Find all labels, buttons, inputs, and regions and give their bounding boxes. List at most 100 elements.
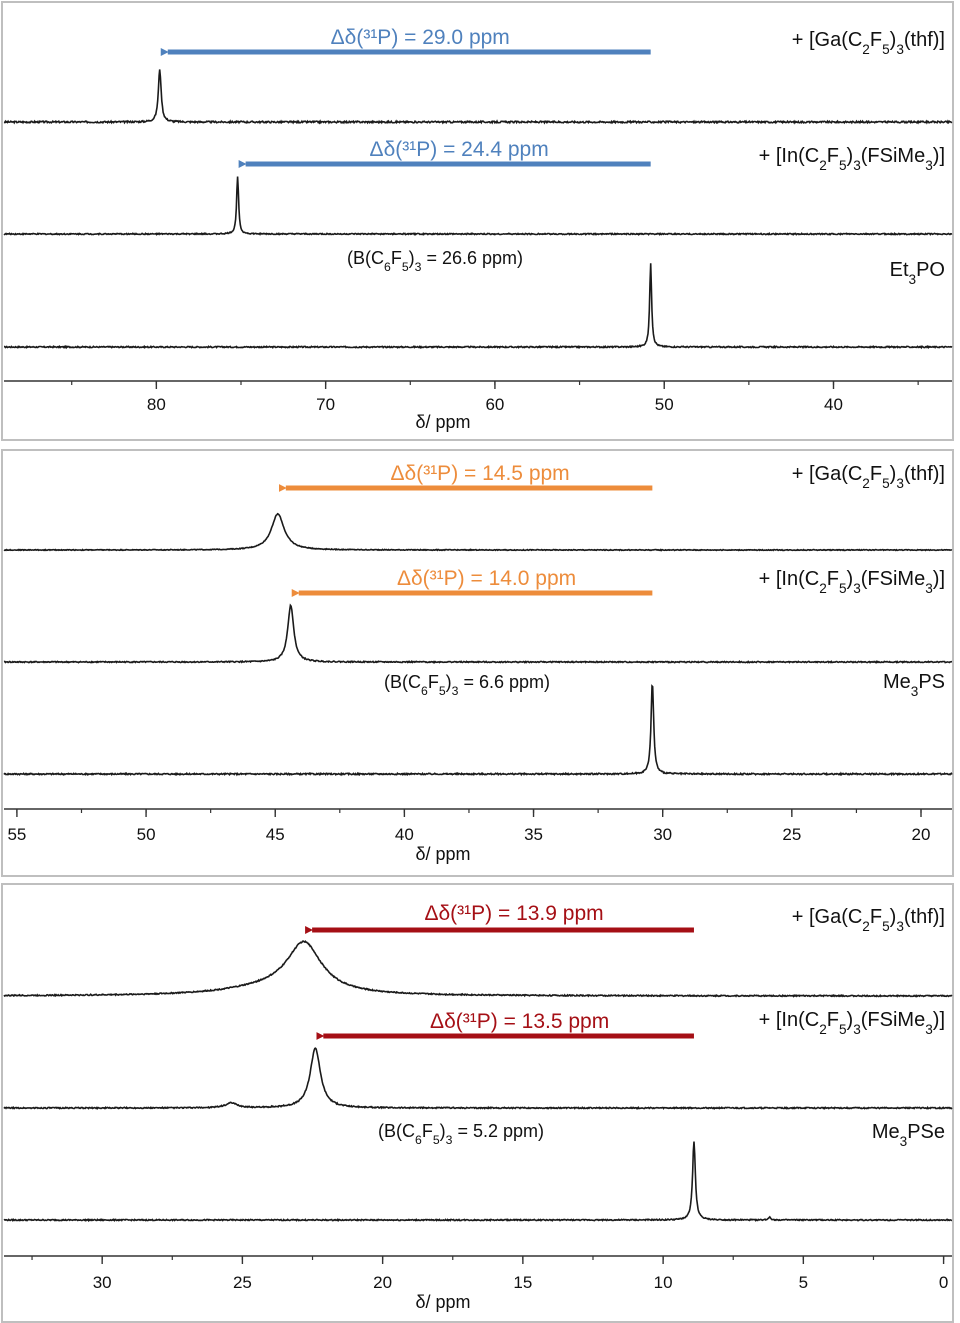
spectrum-trace — [3, 603, 952, 664]
trace-label-subscript: 3 — [925, 158, 933, 173]
trace-label-part: PS — [918, 671, 945, 693]
x-tick-label: 40 — [824, 395, 843, 414]
reference-note-subscript: 6 — [415, 1133, 422, 1147]
trace-label-part: ) — [890, 29, 897, 51]
trace-label-part: ) — [890, 906, 897, 928]
spectrum-trace — [3, 1047, 953, 1110]
trace-label-subscript: 3 — [900, 1134, 908, 1149]
trace-label-part: (FSiMe — [861, 568, 925, 590]
x-tick-label: 45 — [266, 825, 285, 844]
spectrum-trace — [3, 512, 953, 552]
spectrum-trace — [3, 69, 953, 125]
reference-note-part: = 6.6 ppm) — [458, 672, 550, 692]
trace-label-subscript: 5 — [839, 1022, 847, 1037]
trace-label-subscript: 2 — [819, 158, 827, 173]
shift-annotation: Δδ(³¹P) = 14.0 ppm — [397, 567, 576, 590]
x-tick-label: 25 — [782, 825, 801, 844]
spectrum-trace — [3, 1141, 953, 1223]
trace-label-part: + [Ga(C — [792, 906, 863, 928]
trace-label-part: Me — [883, 671, 911, 693]
trace-label-subscript: 3 — [853, 158, 861, 173]
trace-label-part: ) — [890, 463, 897, 485]
trace-label-part: ) — [847, 568, 854, 590]
x-axis-label: δ/ ppm — [415, 412, 470, 432]
reference-note-part: ) — [440, 1121, 446, 1141]
trace-label-subscript: 2 — [819, 1022, 827, 1037]
trace-label-part: F — [827, 1009, 839, 1031]
shift-annotation: Δδ(³¹P) = 13.9 ppm — [424, 902, 603, 925]
x-tick-label: 70 — [316, 395, 335, 414]
reference-note-part: ) — [446, 672, 452, 692]
x-tick-label: 25 — [233, 1273, 252, 1292]
reference-note-part: ) — [409, 248, 415, 268]
x-tick-label: 60 — [485, 395, 504, 414]
reference-note-part: = 5.2 ppm) — [452, 1121, 544, 1141]
x-tick-label: 5 — [799, 1273, 808, 1292]
spectrum-trace — [4, 263, 953, 350]
trace-label: + [Ga(C2F5)3(thf)] — [792, 906, 945, 934]
trace-label-part: F — [870, 463, 882, 485]
trace-label-subscript: 3 — [853, 581, 861, 596]
trace-label-subscript: 3 — [925, 1022, 933, 1037]
trace-label-part: F — [870, 906, 882, 928]
shift-annotation: Δδ(³¹P) = 24.4 ppm — [370, 138, 549, 161]
reference-note-part: F — [422, 1121, 433, 1141]
trace-label-part: (thf)] — [904, 906, 945, 928]
trace-label: + [In(C2F5)3(FSiMe3)] — [759, 1009, 945, 1037]
trace-label: Et3PO — [890, 259, 945, 287]
reference-note-subscript: 6 — [421, 684, 428, 698]
trace-label-subscript: 3 — [909, 272, 917, 287]
trace-label-subscript: 2 — [862, 42, 870, 57]
trace-label-subscript: 5 — [882, 919, 890, 934]
trace-label-part: ) — [847, 145, 854, 167]
reference-note-part: F — [391, 248, 402, 268]
reference-note-subscript: 3 — [415, 260, 422, 274]
trace-label-part: Me — [872, 1121, 900, 1143]
trace-label-part: + [Ga(C — [792, 29, 863, 51]
trace-label: Me3PS — [883, 671, 945, 699]
spectrum-trace — [3, 940, 953, 998]
x-tick-label: 10 — [654, 1273, 673, 1292]
trace-label: + [Ga(C2F5)3(thf)] — [792, 29, 945, 57]
trace-label-part: )] — [933, 568, 945, 590]
trace-label-part: (FSiMe — [861, 1009, 925, 1031]
x-tick-label: 0 — [939, 1273, 948, 1292]
trace-label-part: (thf)] — [904, 463, 945, 485]
trace-label-part: + [Ga(C — [792, 463, 863, 485]
spectrum-panel-1: + [Ga(C2F5)3(thf)]Δδ(³¹P) = 29.0 ppm+ [I… — [1, 1, 954, 441]
x-tick-label: 50 — [137, 825, 156, 844]
x-tick-label: 30 — [653, 825, 672, 844]
trace-label-subscript: 3 — [925, 581, 933, 596]
reference-note-subscript: 5 — [439, 684, 446, 698]
panel-frame — [1, 449, 954, 877]
reference-note: (B(C6F5)3 = 5.2 ppm) — [378, 1121, 544, 1147]
trace-label-subscript: 2 — [862, 919, 870, 934]
trace-label: + [In(C2F5)3(FSiMe3)] — [759, 145, 945, 173]
reference-note-subscript: 5 — [402, 260, 409, 274]
reference-note: (B(C6F5)3 = 6.6 ppm) — [384, 672, 550, 698]
trace-label: + [Ga(C2F5)3(thf)] — [792, 463, 945, 491]
trace-label-part: PSe — [907, 1121, 945, 1143]
trace-label-subscript: 3 — [911, 684, 919, 699]
trace-label-subscript: 5 — [882, 476, 890, 491]
x-tick-label: 20 — [373, 1273, 392, 1292]
trace-label-subscript: 2 — [862, 476, 870, 491]
trace-label-part: (thf)] — [904, 29, 945, 51]
spectrum-panel-3: + [Ga(C2F5)3(thf)]Δδ(³¹P) = 13.9 ppm+ [I… — [1, 883, 954, 1323]
reference-note-subscript: 6 — [384, 260, 391, 274]
reference-note-part: = 26.6 ppm) — [421, 248, 523, 268]
x-axis-label: δ/ ppm — [415, 844, 470, 864]
trace-label-part: F — [870, 29, 882, 51]
reference-note-subscript: 3 — [446, 1133, 453, 1147]
panel-frame — [1, 1, 954, 441]
trace-label-subscript: 5 — [839, 581, 847, 596]
x-tick-label: 20 — [912, 825, 931, 844]
panel-frame — [1, 883, 954, 1323]
trace-label-part: Et — [890, 259, 909, 281]
trace-label-subscript: 3 — [896, 919, 904, 934]
reference-note-part: (B(C — [378, 1121, 415, 1141]
trace-label-subscript: 5 — [882, 42, 890, 57]
shift-annotation: Δδ(³¹P) = 13.5 ppm — [430, 1010, 609, 1033]
shift-annotation: Δδ(³¹P) = 14.5 ppm — [390, 462, 569, 485]
